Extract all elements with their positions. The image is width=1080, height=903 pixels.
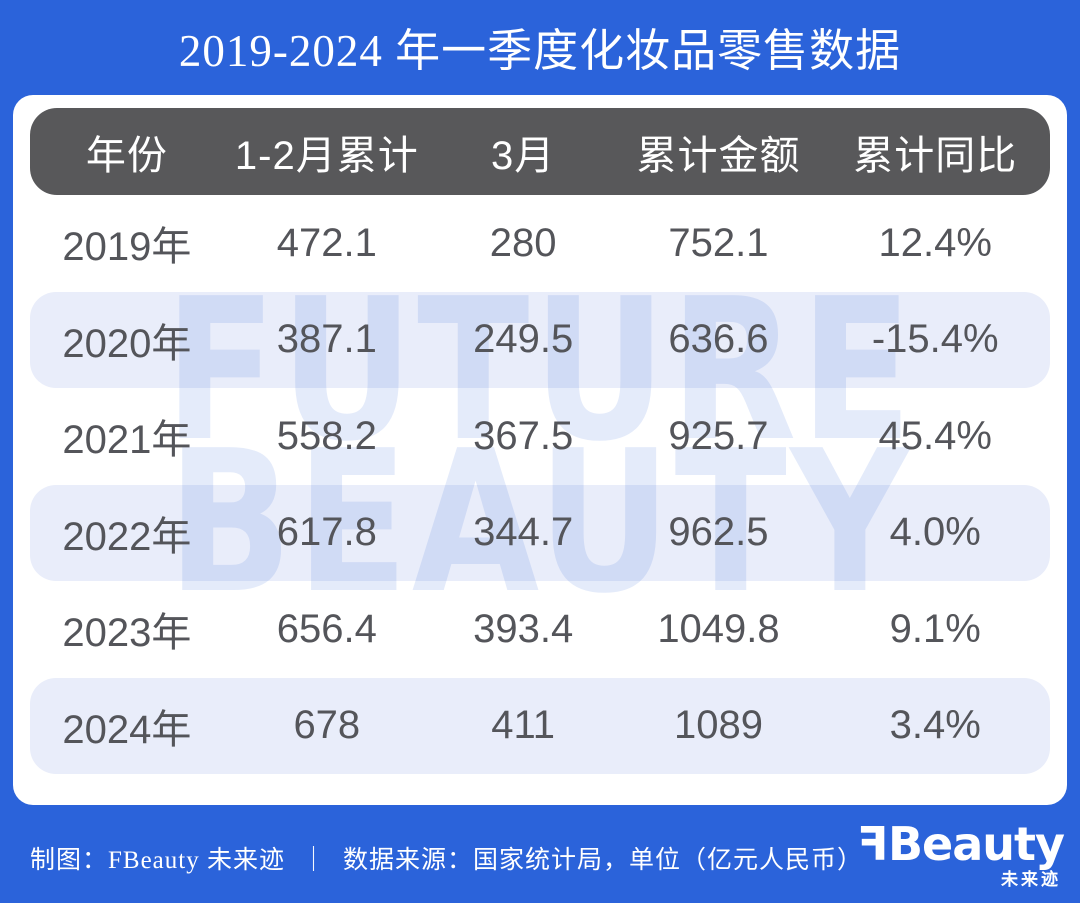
cell-year: 2023年 <box>62 611 192 656</box>
logo-beauty-text: Beauty <box>887 817 1065 871</box>
cell-cumulative-amount: 962.5 <box>668 510 769 555</box>
col-header-jan-feb-total: 1-2月累计 <box>234 133 419 178</box>
cell-jan-feb-total: 558.2 <box>276 413 377 458</box>
table-row-2023: 2023年 656.4 393.4 1049.8 9.1% <box>30 581 1050 678</box>
logo-wordmark: FBeauty <box>857 817 1065 871</box>
fbeauty-logo: FBeauty 未来迹 <box>857 817 1065 891</box>
col-header-march: 3月 <box>491 133 556 178</box>
cell-cumulative-amount: 752.1 <box>668 220 769 265</box>
table-row-2024: 2024年 678 411 1089 3.4% <box>30 677 1050 774</box>
cell-jan-feb-total: 678 <box>293 703 361 748</box>
cell-year: 2021年 <box>62 418 192 463</box>
cell-jan-feb-total: 472.1 <box>276 220 377 265</box>
page-title: 2019-2024 年一季度化妆品零售数据 <box>178 26 902 76</box>
cell-cumulative-yoy: -15.4% <box>871 317 999 362</box>
cell-jan-feb-total: 656.4 <box>276 606 377 651</box>
table-row-2019: 2019年 472.1 280 752.1 12.4% <box>30 195 1050 292</box>
cell-cumulative-yoy: 9.1% <box>889 606 981 651</box>
col-header-cumulative-amount: 累计金额 <box>636 133 801 178</box>
data-table-card: 年份 1-2月累计 3月 累计金额 累计同比 2019年 472.1 280 7… <box>13 95 1067 805</box>
cell-march: 249.5 <box>473 317 574 362</box>
table-row-2022: 2022年 617.8 344.7 962.5 4.0% <box>30 484 1050 581</box>
cell-cumulative-amount: 925.7 <box>668 413 769 458</box>
table-body: 2019年 472.1 280 752.1 12.4% 2020年 387.1 … <box>30 195 1050 774</box>
cell-cumulative-amount: 636.6 <box>668 317 769 362</box>
cell-year: 2022年 <box>62 514 192 559</box>
cell-cumulative-amount: 1049.8 <box>657 606 780 651</box>
table-row-2020: 2020年 387.1 249.5 636.6 -15.4% <box>30 291 1050 388</box>
cell-year: 2020年 <box>62 321 192 366</box>
cell-cumulative-amount: 1089 <box>673 703 763 748</box>
footer-data-source: 数据来源：国家统计局，单位（亿元人民币） <box>342 847 863 874</box>
col-header-cumulative-yoy: 累计同比 <box>853 133 1018 178</box>
cell-year: 2024年 <box>62 707 192 752</box>
table-row-2021: 2021年 558.2 367.5 925.7 45.4% <box>30 388 1050 485</box>
cell-march: 280 <box>489 220 557 265</box>
footer-note: 制图：FBeauty 未来迹 ｜ 数据来源：国家统计局，单位（亿元人民币） <box>30 840 863 876</box>
cell-march: 393.4 <box>473 606 574 651</box>
footer-separator: ｜ <box>300 847 327 874</box>
logo-mirrored-f: F <box>857 817 888 871</box>
cell-cumulative-yoy: 45.4% <box>878 413 992 458</box>
cell-cumulative-yoy: 3.4% <box>889 703 981 748</box>
col-header-year: 年份 <box>85 133 168 178</box>
cell-year: 2019年 <box>62 225 192 270</box>
cell-march: 344.7 <box>473 510 574 555</box>
cell-cumulative-yoy: 4.0% <box>889 510 981 555</box>
cell-march: 367.5 <box>473 413 574 458</box>
cell-march: 411 <box>491 703 556 748</box>
cell-jan-feb-total: 617.8 <box>276 510 377 555</box>
table-header-row: 年份 1-2月累计 3月 累计金额 累计同比 <box>30 108 1050 195</box>
footer-credit: 制图：FBeauty 未来迹 <box>30 847 285 874</box>
cell-cumulative-yoy: 12.4% <box>878 220 992 265</box>
cell-jan-feb-total: 387.1 <box>276 317 377 362</box>
logo-subtitle: 未来迹 <box>1001 870 1061 891</box>
